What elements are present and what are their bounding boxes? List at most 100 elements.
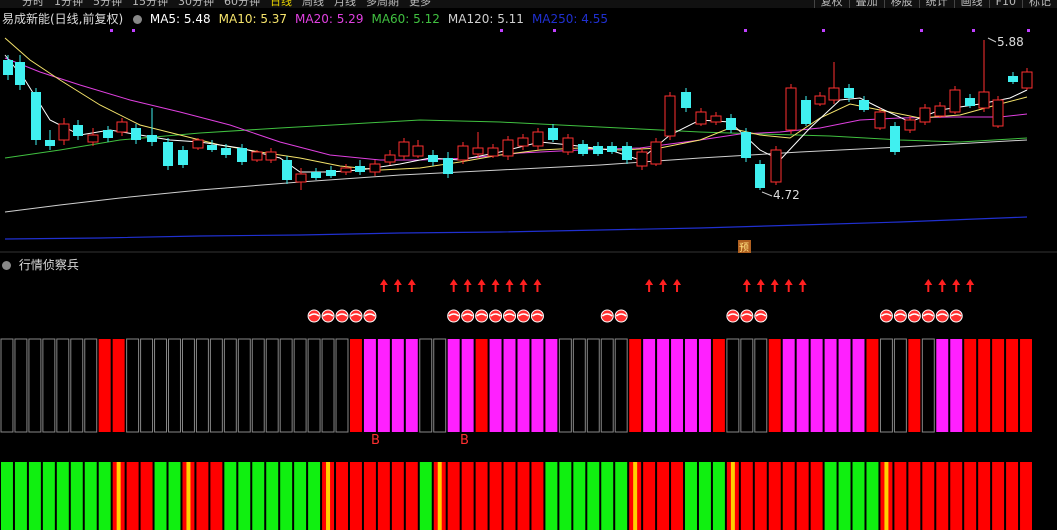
tool-1[interactable]: 叠加 [848, 0, 884, 8]
volume-bar [238, 462, 251, 530]
volume-bar [224, 462, 237, 530]
volume-bar [657, 462, 670, 530]
signal-ball-shine [922, 313, 934, 317]
tab-6[interactable]: 日线 [270, 0, 292, 8]
tab-2[interactable]: 5分钟 [93, 0, 122, 8]
candle-body [295, 173, 307, 183]
indicator-bar [908, 339, 921, 432]
tool-6[interactable]: 标记 [1022, 0, 1057, 8]
volume-bar [336, 462, 348, 530]
indicator-bar [42, 338, 56, 433]
up-arrow-head [407, 279, 416, 285]
signal-ball-shine [894, 313, 906, 317]
signal-ball-shine [936, 313, 948, 317]
tab-9[interactable]: 多周期 [366, 0, 399, 8]
candle-body [992, 99, 1004, 127]
signal-ball-shine [755, 313, 767, 317]
candle-body [87, 134, 99, 143]
top-signal-dots [110, 29, 1030, 32]
volume-bar [349, 462, 362, 530]
indicator-bar [391, 339, 404, 432]
tool-4[interactable]: 画线 [953, 0, 989, 8]
tab-1[interactable]: 1分钟 [54, 0, 83, 8]
volume-bar [28, 462, 41, 530]
period-tabs[interactable]: 分时 1分钟 5分钟 15分钟 30分钟 60分钟 日线 周线 月线 多周期 更多 [22, 0, 441, 8]
volume-bar [559, 462, 572, 530]
volume-bar [489, 462, 502, 530]
indicator-bar [698, 339, 711, 432]
volume-bar [447, 462, 460, 530]
tab-7[interactable]: 周线 [302, 0, 324, 8]
candle-body [607, 146, 617, 152]
candle-body [770, 149, 782, 183]
candle-body [726, 118, 736, 130]
up-arrow-head [770, 279, 779, 285]
signal-ball-shine [350, 313, 362, 317]
indicator-bar [671, 339, 684, 432]
event-marker-icon[interactable] [738, 240, 751, 253]
indicator-settings-dot-icon[interactable] [2, 261, 11, 270]
indicator-bar [852, 339, 865, 432]
tool-5[interactable]: F10 [988, 0, 1022, 8]
signal-ball-icon [447, 309, 461, 323]
indicator-bar [1020, 339, 1032, 432]
indicator-bar [140, 338, 154, 433]
volume-bar-highlight [437, 462, 442, 530]
up-arrow-head [659, 279, 668, 285]
indicator-middle-bars [0, 338, 1032, 433]
signal-ball-icon [363, 309, 377, 323]
low-pointer [761, 191, 773, 197]
volume-bar [154, 462, 167, 530]
signal-ball-icon [489, 309, 503, 323]
indicator-bar [586, 338, 600, 433]
candle-body [251, 151, 263, 161]
up-arrow-head [505, 279, 514, 285]
volume-bar [196, 462, 209, 530]
volume-bar [824, 462, 837, 530]
tool-2[interactable]: 移股 [883, 0, 919, 8]
candle-body [398, 141, 410, 157]
signal-ball-shine [504, 313, 515, 317]
tab-3[interactable]: 15分钟 [132, 0, 168, 8]
indicator-bar [643, 339, 656, 432]
tool-0[interactable]: 复权 [813, 0, 849, 8]
tab-10[interactable]: 更多 [409, 0, 431, 8]
up-arrow-head [491, 279, 500, 285]
volume-bar [740, 462, 753, 530]
tab-8[interactable]: 月线 [334, 0, 356, 8]
candle-body [412, 145, 424, 157]
candle-body [502, 139, 514, 157]
candle-body [3, 60, 13, 75]
settings-dot-icon[interactable] [133, 15, 143, 24]
candle-body [178, 150, 188, 165]
tab-5[interactable]: 60分钟 [224, 0, 260, 8]
tool-3[interactable]: 统计 [918, 0, 954, 8]
candlesticks [3, 40, 1033, 190]
candle-body [58, 123, 70, 141]
volume-bar-highlight [730, 462, 735, 530]
candle-body [949, 89, 961, 113]
right-toolbar[interactable]: 复权 叠加 移股 统计 画线 F10 标记 [813, 0, 1057, 8]
volume-bar [308, 462, 321, 530]
signal-ball-shine [364, 313, 376, 317]
candle-body [978, 91, 990, 109]
up-arrow-head [379, 279, 388, 285]
signal-dot [744, 29, 747, 32]
volume-bar [475, 462, 488, 530]
candle-body [681, 92, 691, 108]
indicator-bar [84, 338, 98, 433]
candle-body [904, 119, 916, 131]
indicator-bar [237, 338, 251, 433]
volume-bar [84, 462, 97, 530]
tab-4[interactable]: 30分钟 [178, 0, 214, 8]
candle-body [1021, 71, 1033, 89]
volume-bar [280, 462, 293, 530]
signal-ball-icon [907, 309, 921, 323]
indicator-bar [154, 338, 168, 433]
volume-bar [266, 462, 279, 530]
tab-0[interactable]: 分时 [22, 0, 44, 8]
signal-ball-shine [741, 313, 753, 317]
candle-body [919, 107, 931, 123]
candle-body [801, 100, 811, 124]
